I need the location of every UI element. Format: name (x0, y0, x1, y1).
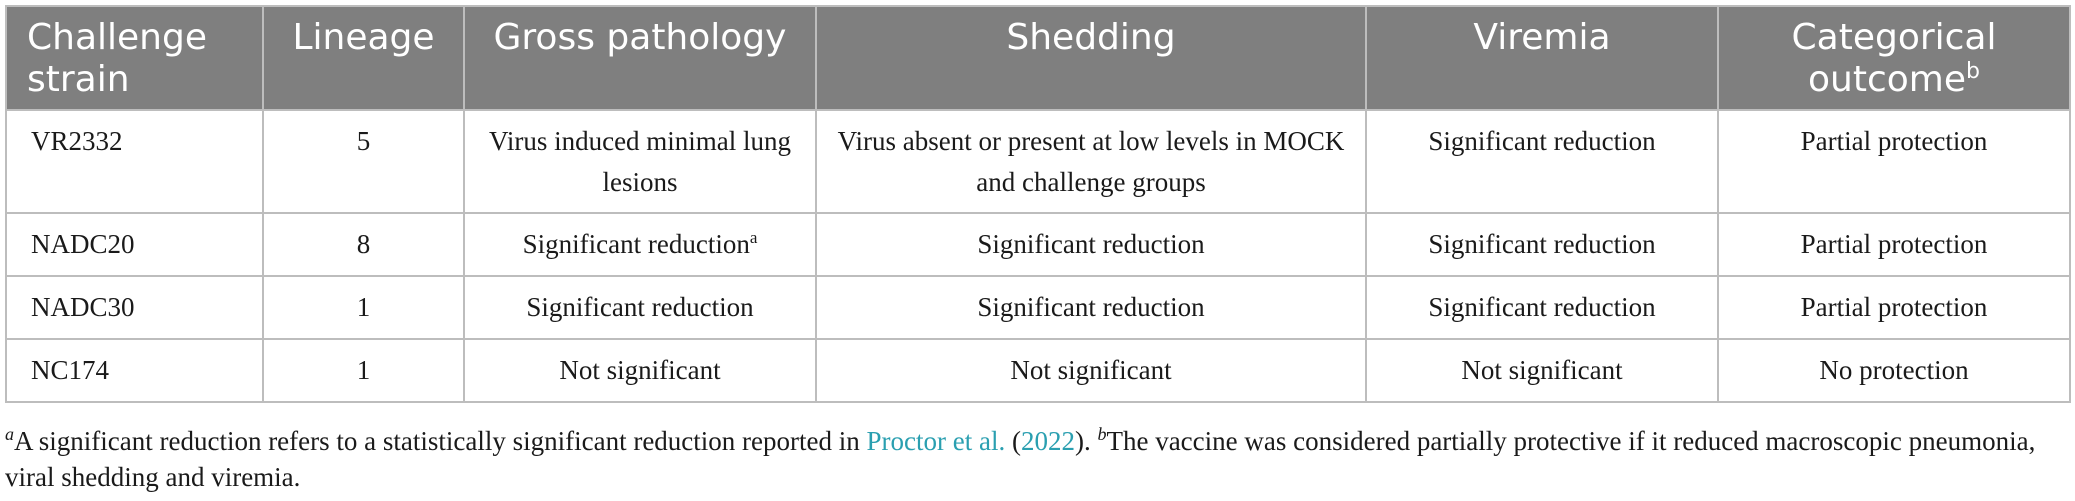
cell-viremia: Not significant (1365, 338, 1719, 403)
cell-outcome: No protection (1717, 338, 2071, 403)
cell-outcome: Partial protection (1717, 109, 2071, 214)
cell-viremia: Significant reduction (1365, 109, 1719, 214)
cell-lineage: 5 (262, 109, 465, 214)
table-row: VR2332 5 Virus induced minimal lung lesi… (5, 109, 2071, 214)
cell-gross-pathology: Not significant (463, 338, 817, 403)
cell-strain: NADC20 (5, 212, 264, 277)
table-row: NADC30 1 Significant reduction Significa… (5, 275, 2071, 340)
cell-shedding: Significant reduction (815, 212, 1367, 277)
cell-gross-pathology: Significant reduction (463, 275, 817, 340)
cell-viremia: Significant reduction (1365, 275, 1719, 340)
cell-outcome: Partial protection (1717, 212, 2071, 277)
table-row: NC174 1 Not significant Not significant … (5, 338, 2071, 403)
footnote-a-marker: a (5, 424, 14, 444)
header-gross-pathology: Gross pathology (463, 5, 817, 111)
results-table: Challenge strain Lineage Gross pathology… (5, 5, 2071, 403)
cell-lineage: 8 (262, 212, 465, 277)
citation-link-author[interactable]: Proctor et al. (866, 426, 1006, 456)
footnote-marker-b: b (1966, 59, 1980, 84)
cell-gross-pathology-text: Significant reduction (522, 229, 750, 259)
cell-gross-pathology: Virus induced minimal lung lesions (463, 109, 817, 214)
header-challenge-strain: Challenge strain (5, 5, 264, 111)
header-categorical-outcome-label: Categorical outcome (1791, 17, 1997, 100)
cell-lineage: 1 (262, 275, 465, 340)
citation-paren-close: ). (1074, 426, 1098, 456)
cell-shedding: Significant reduction (815, 275, 1367, 340)
cell-strain: NADC30 (5, 275, 264, 340)
citation-link-year[interactable]: 2022 (1020, 426, 1075, 456)
cell-outcome: Partial protection (1717, 275, 2071, 340)
cell-strain: VR2332 (5, 109, 264, 214)
footnote-b-marker: b (1097, 424, 1107, 444)
header-categorical-outcome: Categorical outcomeb (1717, 5, 2071, 111)
footnote-marker-a: a (749, 228, 758, 247)
citation-paren-open: ( (1005, 426, 1021, 456)
footnote-b-text: The vaccine was considered partially pro… (5, 426, 2036, 492)
cell-viremia: Significant reduction (1365, 212, 1719, 277)
footnote-a-text: A significant reduction refers to a stat… (14, 426, 867, 456)
cell-lineage: 1 (262, 338, 465, 403)
table-row: NADC20 8 Significant reductiona Signific… (5, 212, 2071, 277)
cell-gross-pathology: Significant reductiona (463, 212, 817, 277)
header-row: Challenge strain Lineage Gross pathology… (5, 5, 2071, 111)
header-lineage: Lineage (262, 5, 465, 111)
header-viremia: Viremia (1365, 5, 1719, 111)
cell-strain: NC174 (5, 338, 264, 403)
header-shedding: Shedding (815, 5, 1367, 111)
cell-shedding: Virus absent or present at low levels in… (815, 109, 1367, 214)
table-footnote: aA significant reduction refers to a sta… (5, 423, 2071, 495)
cell-shedding: Not significant (815, 338, 1367, 403)
